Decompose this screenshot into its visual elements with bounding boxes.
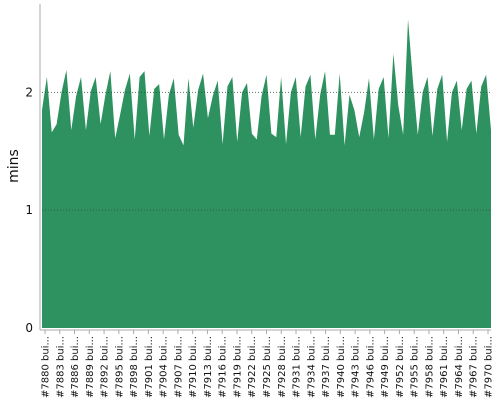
x-tick-label: #7913 bui... [203,336,214,398]
x-tick-label: #7970 bui... [484,336,495,398]
y-axis-ticks: 0 1 2 [25,85,33,335]
x-axis-ticks: #7880 bui... #7883 bui... #7886 bui... #788… [41,330,495,398]
x-tick-label: #7922 bui... [247,336,258,398]
x-tick-label: #7946 bui... [365,336,376,398]
x-tick-label: #7907 bui... [173,336,184,398]
x-tick-label: #7934 bui... [306,336,317,398]
x-tick-label: #7892 bui... [100,336,111,398]
x-tick-label: #7886 bui... [70,336,81,398]
y-axis-label: mins [6,149,22,183]
x-tick-label: #7958 bui... [424,336,435,398]
x-tick-label: #7880 bui... [41,336,52,398]
x-tick-label: #7898 bui... [129,336,140,398]
x-tick-label: #7967 bui... [469,336,480,398]
x-tick-label: #7904 bui... [159,336,170,398]
y-tick-label: 1 [25,203,33,217]
y-tick-label: 0 [25,321,33,335]
x-tick-label: #7937 bui... [321,336,332,398]
x-tick-label: #7931 bui... [292,336,303,398]
x-tick-label: #7889 bui... [85,336,96,398]
x-tick-label: #7925 bui... [262,336,273,398]
x-tick-label: #7919 bui... [232,336,243,398]
x-tick-label: #7955 bui... [410,336,421,398]
x-tick-label: #7940 bui... [336,336,347,398]
x-tick-label: #7949 bui... [380,336,391,398]
x-tick-label: #7883 bui... [55,336,66,398]
x-tick-label: #7916 bui... [218,336,229,398]
x-tick-label: #7964 bui... [454,336,465,398]
axes [39,4,491,331]
y-tick-label: 2 [25,85,33,99]
x-tick-label: #7910 bui... [188,336,199,398]
x-tick-label: #7952 bui... [395,336,406,398]
x-tick-label: #7928 bui... [277,336,288,398]
area-fill [42,19,491,328]
x-tick-label: #7901 bui... [144,336,155,398]
x-tick-label: #7961 bui... [439,336,450,398]
x-tick-label: #7895 bui... [114,336,125,398]
x-tick-label: #7943 bui... [351,336,362,398]
area-series [42,19,491,328]
